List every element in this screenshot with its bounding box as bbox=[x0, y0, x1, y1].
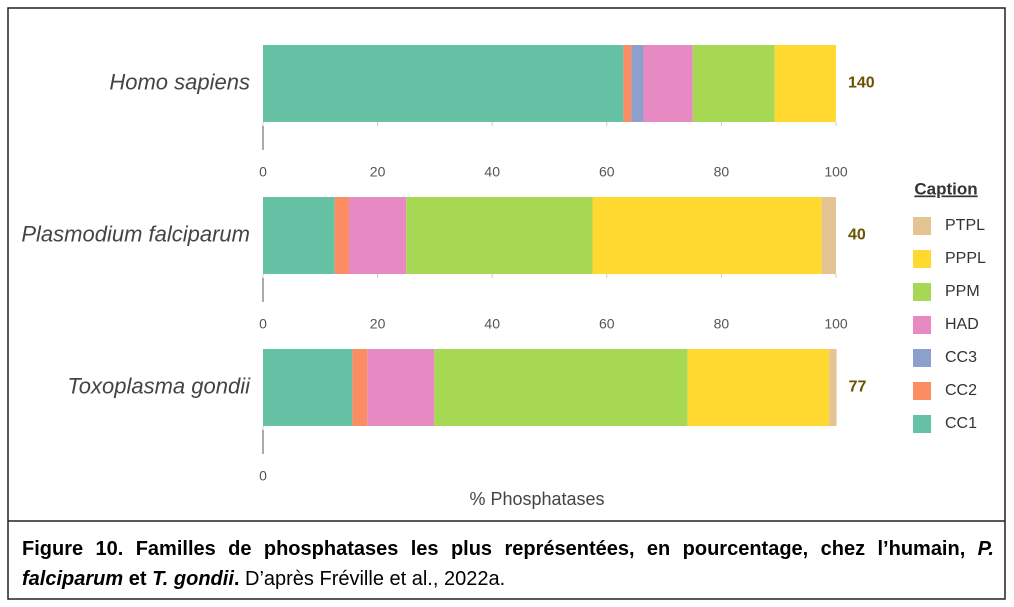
caption-text: . bbox=[233, 568, 240, 590]
total-label: 77 bbox=[849, 379, 867, 396]
legend-label: CC1 bbox=[945, 415, 977, 432]
bar-segment bbox=[406, 197, 593, 274]
bar-segment bbox=[774, 45, 836, 122]
x-axis-label: % Phosphatases bbox=[469, 489, 604, 509]
x-tick-label: 20 bbox=[370, 164, 386, 180]
caption-text: T. gondii bbox=[152, 568, 234, 590]
bar-segment bbox=[592, 197, 822, 274]
legend-swatch bbox=[913, 349, 931, 367]
bar-segment bbox=[829, 349, 837, 426]
x-tick-label: 80 bbox=[714, 164, 730, 180]
total-label: 40 bbox=[848, 227, 866, 244]
bar-segment bbox=[434, 349, 688, 426]
legend-label: CC3 bbox=[945, 349, 977, 366]
bar-segment bbox=[687, 349, 830, 426]
figure-caption: Figure 10. Familles de phosphatases les … bbox=[22, 534, 994, 594]
x-tick-label: 40 bbox=[484, 316, 500, 332]
bar-segment bbox=[367, 349, 435, 426]
x-tick-label: 20 bbox=[370, 316, 386, 332]
legend-swatch bbox=[913, 250, 931, 268]
category-label: Homo sapiens bbox=[109, 69, 250, 94]
bar-segment bbox=[334, 197, 349, 274]
bar-segment bbox=[631, 45, 644, 122]
figure-frame bbox=[7, 7, 1006, 600]
x-tick-label: 60 bbox=[599, 164, 615, 180]
bar-segment bbox=[623, 45, 632, 122]
legend-swatch bbox=[913, 382, 931, 400]
legend-label: PPM bbox=[945, 283, 980, 300]
caption-text: Figure 10. Familles de phosphatases les … bbox=[22, 538, 978, 560]
bar-segment bbox=[643, 45, 693, 122]
legend-label: HAD bbox=[945, 316, 979, 333]
x-tick-label: 0 bbox=[259, 316, 267, 332]
bar-segment bbox=[821, 197, 836, 274]
caption-text: D’après Fréville et al., 2022a. bbox=[239, 568, 506, 590]
legend-swatch bbox=[913, 316, 931, 334]
x-tick-label: 0 bbox=[259, 164, 267, 180]
bar-segment bbox=[348, 197, 407, 274]
legend-swatch bbox=[913, 415, 931, 433]
bar-segment bbox=[263, 349, 353, 426]
total-label: 140 bbox=[848, 75, 875, 92]
x-tick-label: 60 bbox=[599, 316, 615, 332]
legend-label: PTPL bbox=[945, 217, 985, 234]
x-tick-label: 100 bbox=[824, 316, 848, 332]
legend-label: CC2 bbox=[945, 382, 977, 399]
legend-swatch bbox=[913, 283, 931, 301]
bar-segment bbox=[263, 45, 624, 122]
category-label: Plasmodium falciparum bbox=[21, 221, 250, 246]
legend-title: Caption bbox=[914, 179, 977, 198]
legend-swatch bbox=[913, 217, 931, 235]
caption-text: et bbox=[123, 568, 153, 590]
x-tick-label: 80 bbox=[714, 316, 730, 332]
caption-text: P. falciparum bbox=[22, 538, 994, 590]
legend-label: PPPL bbox=[945, 250, 986, 267]
bar-segment bbox=[263, 197, 335, 274]
x-tick-label: 100 bbox=[824, 164, 848, 180]
x-tick-label: 40 bbox=[484, 164, 500, 180]
bar-segment bbox=[352, 349, 368, 426]
bar-segment bbox=[692, 45, 775, 122]
x-tick-label: 0 bbox=[259, 468, 267, 484]
category-label: Toxoplasma gondii bbox=[67, 373, 251, 398]
